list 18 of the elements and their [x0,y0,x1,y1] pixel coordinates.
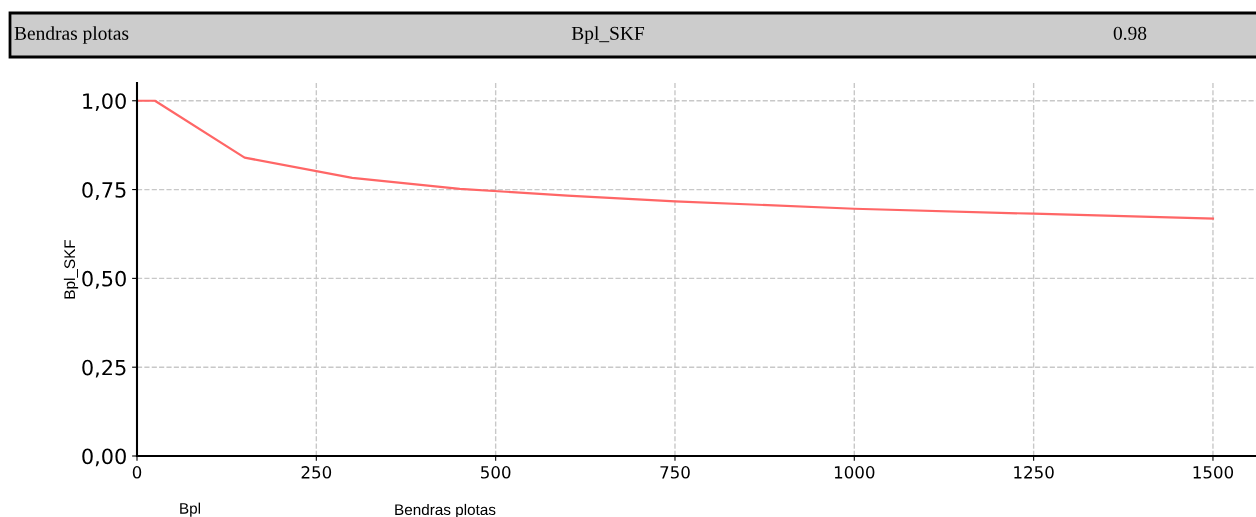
x-tick-label: 500 [481,466,511,479]
line-series [137,99,1215,220]
y-tick-label: 0,00 [82,448,126,467]
text: 0.98 [1113,26,1147,40]
text: Bpl_SKF [571,26,645,44]
y-tick-label: 1,00 [83,93,126,112]
x-tick-label: 1500 [1193,466,1234,479]
y-tick-label: 0,25 [82,359,126,378]
y-axis-title: Bpl_SKF [63,239,79,299]
text: Bendras plotas [14,26,129,44]
x-tick-label: 1000 [834,466,875,479]
x-tick-label: 0 [132,466,142,479]
x-axis-title: Bpl [180,502,201,517]
x-tick-label: 750 [660,466,690,479]
x-tick-label: 250 [301,466,332,479]
y-tick-label: 0,50 [82,270,126,289]
y-tick-label: 0,75 [82,182,126,200]
x-tick-label: 1250 [1014,466,1054,479]
